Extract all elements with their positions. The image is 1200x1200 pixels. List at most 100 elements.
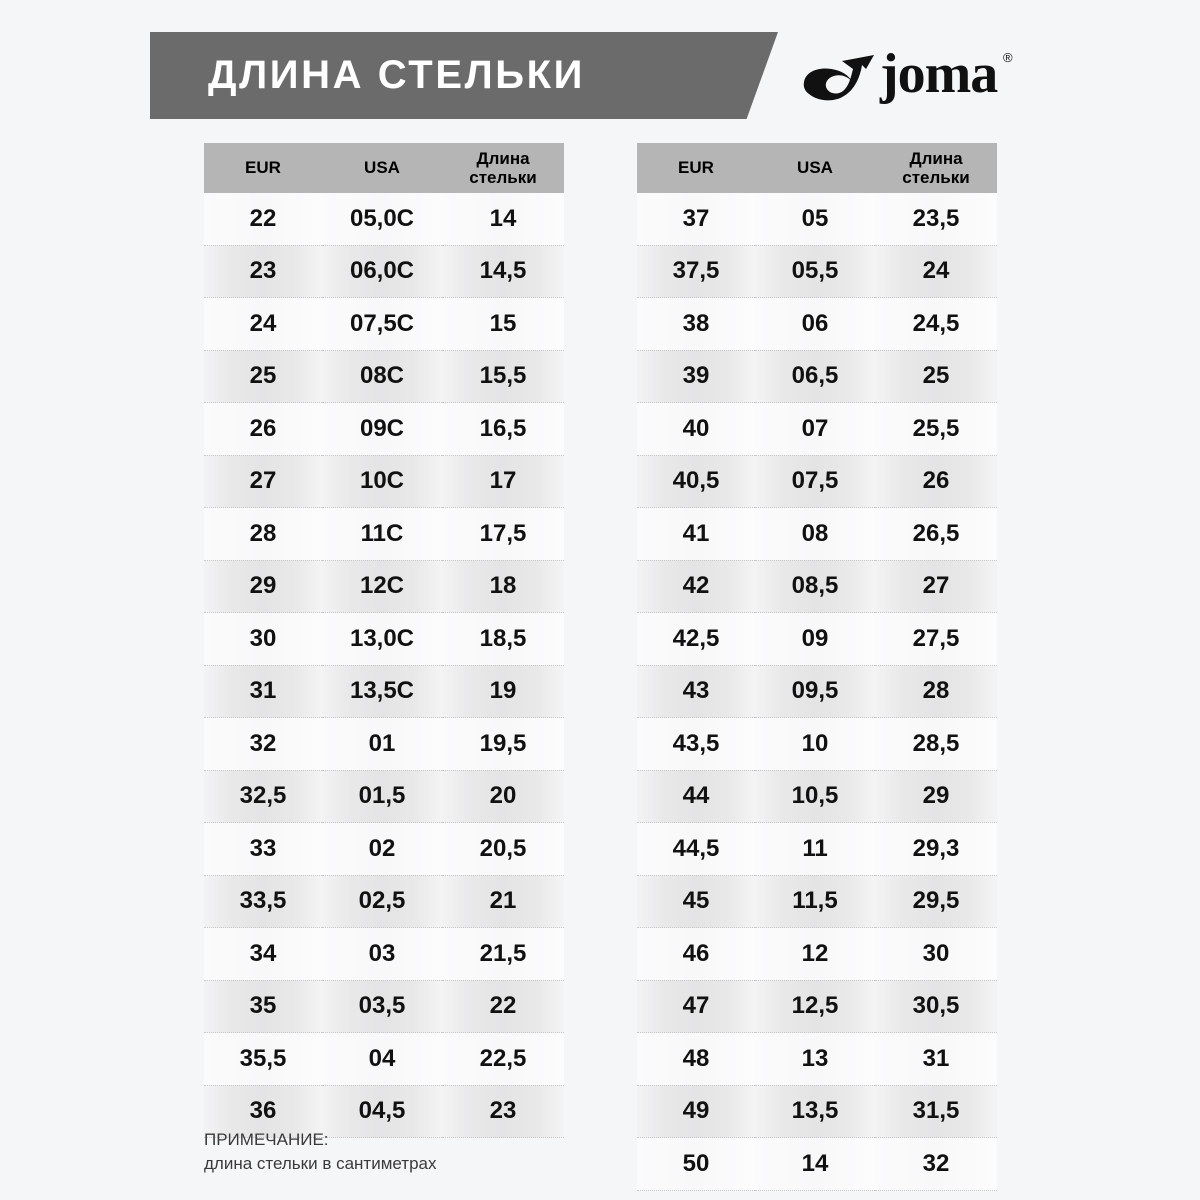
cell-insole-length: 30 — [875, 927, 997, 981]
table-row: 32,5 01,5 20 — [204, 770, 564, 823]
cell-insole-length: 15,5 — [442, 350, 564, 403]
table-row: 23 06,0C 14,5 — [204, 245, 564, 298]
table-row: 49 13,5 31,5 — [637, 1085, 997, 1138]
cell-usa: 14 — [755, 1137, 875, 1191]
cell-insole-length: 27,5 — [875, 612, 997, 666]
table-row: 39 06,5 25 — [637, 350, 997, 403]
cell-eur: 48 — [637, 1032, 755, 1086]
cell-usa: 05,0C — [322, 193, 442, 246]
cell-eur: 29 — [204, 560, 322, 613]
table-row: 22 05,0C 14 — [204, 193, 564, 246]
cell-eur: 40,5 — [637, 455, 755, 508]
cell-insole-length: 21 — [442, 875, 564, 928]
table-row: 47 12,5 30,5 — [637, 980, 997, 1033]
cell-usa: 11C — [322, 507, 442, 561]
table-row: 37 05 23,5 — [637, 193, 997, 246]
cell-insole-length: 29,3 — [875, 822, 997, 876]
cell-insole-length: 31,5 — [875, 1085, 997, 1138]
cell-usa: 08,5 — [755, 560, 875, 613]
cell-insole-length: 21,5 — [442, 927, 564, 981]
table-row: 50 14 32 — [637, 1137, 997, 1191]
cell-insole-length: 32 — [875, 1137, 997, 1191]
cell-usa: 12 — [755, 927, 875, 981]
cell-insole-length: 14,5 — [442, 245, 564, 298]
header-row: EUR USA Длина стельки — [204, 143, 564, 193]
cell-usa: 07,5C — [322, 297, 442, 351]
cell-eur: 45 — [637, 875, 755, 928]
table-row: 30 13,0C 18,5 — [204, 612, 564, 666]
cell-usa: 11 — [755, 822, 875, 876]
table-row: 35 03,5 22 — [204, 980, 564, 1033]
cell-eur: 46 — [637, 927, 755, 981]
column-header-insole-length: Длина стельки — [875, 143, 997, 193]
cell-insole-length: 28 — [875, 665, 997, 718]
cell-eur: 32 — [204, 717, 322, 771]
cell-eur: 38 — [637, 297, 755, 351]
column-header-insole-length: Длина стельки — [442, 143, 564, 193]
cell-eur: 40 — [637, 402, 755, 456]
cell-usa: 05,5 — [755, 245, 875, 298]
cell-usa: 08C — [322, 350, 442, 403]
table-row: 31 13,5C 19 — [204, 665, 564, 718]
cell-insole-length: 27 — [875, 560, 997, 613]
cell-eur: 31 — [204, 665, 322, 718]
cell-usa: 09 — [755, 612, 875, 666]
cell-usa: 12,5 — [755, 980, 875, 1033]
cell-eur: 27 — [204, 455, 322, 508]
cell-insole-length: 23 — [442, 1085, 564, 1138]
size-table-left: EUR USA Длина стельки 22 05,0C 14 23 06,0C 14… — [204, 143, 564, 1138]
cell-eur: 23 — [204, 245, 322, 298]
cell-eur: 37 — [637, 193, 755, 246]
cell-insole-length: 17,5 — [442, 507, 564, 561]
table-row: 34 03 21,5 — [204, 927, 564, 981]
column-header-usa: USA — [755, 143, 875, 193]
cell-insole-length: 29,5 — [875, 875, 997, 928]
cell-usa: 06,0C — [322, 245, 442, 298]
cell-insole-length: 18,5 — [442, 612, 564, 666]
cell-eur: 41 — [637, 507, 755, 561]
cell-usa: 13,0C — [322, 612, 442, 666]
column-header-eur: EUR — [637, 143, 755, 193]
cell-eur: 25 — [204, 350, 322, 403]
cell-usa: 09,5 — [755, 665, 875, 718]
table-row: 42,5 09 27,5 — [637, 612, 997, 666]
cell-eur: 39 — [637, 350, 755, 403]
registered-trademark-icon: ® — [1003, 50, 1013, 65]
table-row: 29 12C 18 — [204, 560, 564, 613]
cell-usa: 10,5 — [755, 770, 875, 823]
cell-insole-length: 15 — [442, 297, 564, 351]
cell-eur: 37,5 — [637, 245, 755, 298]
header-row: EUR USA Длина стельки — [637, 143, 997, 193]
cell-insole-length: 26,5 — [875, 507, 997, 561]
cell-usa: 02,5 — [322, 875, 442, 928]
table-left-body: 22 05,0C 14 23 06,0C 14,5 24 07,5C 15 25 08C 15,5 26… — [204, 193, 564, 1138]
cell-usa: 13 — [755, 1032, 875, 1086]
cell-eur: 34 — [204, 927, 322, 981]
table-row: 36 04,5 23 — [204, 1085, 564, 1138]
table-row: 26 09C 16,5 — [204, 402, 564, 456]
note-title: ПРИМЕЧАНИЕ: — [204, 1130, 329, 1149]
joma-logo-svg: joma ® — [803, 43, 1013, 105]
table-row: 35,5 04 22,5 — [204, 1032, 564, 1086]
insole-length-line1: Длина — [909, 148, 963, 168]
cell-insole-length: 19,5 — [442, 717, 564, 771]
cell-usa: 03,5 — [322, 980, 442, 1033]
insole-length-line2: стельки — [902, 168, 970, 187]
cell-eur: 44 — [637, 770, 755, 823]
cell-usa: 07,5 — [755, 455, 875, 508]
column-header-eur: EUR — [204, 143, 322, 193]
cell-insole-length: 30,5 — [875, 980, 997, 1033]
joma-swoosh-icon — [803, 55, 874, 101]
insole-length-line2: стельки — [469, 168, 537, 187]
cell-eur: 44,5 — [637, 822, 755, 876]
cell-eur: 43 — [637, 665, 755, 718]
header-area: ДЛИНА СТЕЛЬКИ joma ® — [0, 0, 1200, 130]
cell-eur: 33,5 — [204, 875, 322, 928]
cell-usa: 07 — [755, 402, 875, 456]
joma-wordmark: joma — [879, 43, 999, 105]
cell-usa: 10 — [755, 717, 875, 771]
cell-eur: 35,5 — [204, 1032, 322, 1086]
table-row: 41 08 26,5 — [637, 507, 997, 561]
cell-insole-length: 18 — [442, 560, 564, 613]
table-right-header: EUR USA Длина стельки — [637, 143, 997, 193]
